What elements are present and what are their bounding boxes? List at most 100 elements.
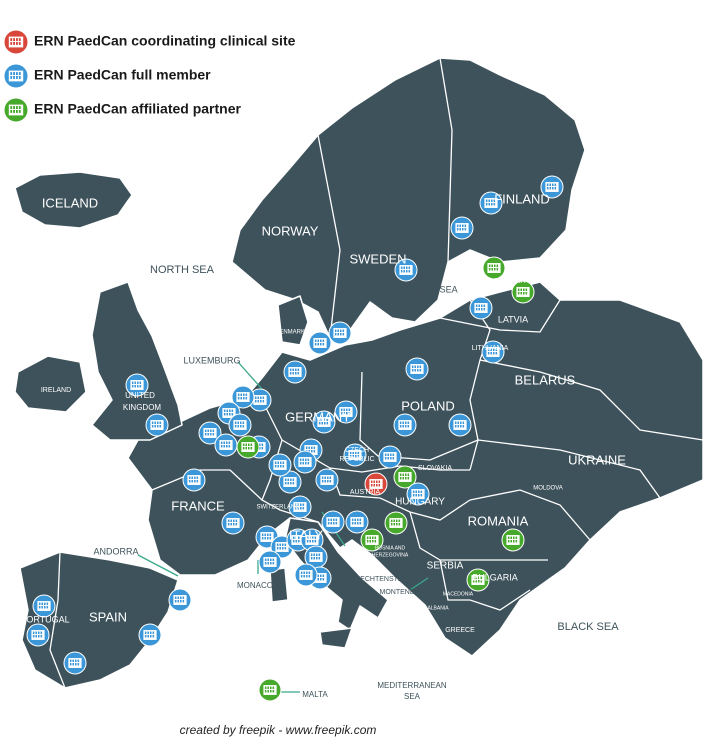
marker-window (314, 536, 317, 539)
marker-window (147, 631, 149, 634)
site-marker (228, 413, 252, 437)
marker-window (18, 42, 21, 45)
marker-window (240, 397, 242, 400)
marker-window (419, 365, 422, 368)
marker-window (329, 480, 332, 483)
marker-window (308, 450, 310, 453)
marker-window (312, 536, 314, 539)
country-label: REPUBLIC (339, 456, 374, 463)
marker-window (408, 266, 411, 269)
marker-window (157, 425, 159, 428)
site-marker (393, 465, 417, 489)
marker-window (18, 38, 21, 41)
site-marker (482, 256, 506, 280)
marker-window (314, 343, 317, 346)
marker-window (406, 270, 408, 273)
country-label: LITHUANIA (472, 345, 509, 352)
marker-window (18, 76, 21, 79)
marker-window (220, 445, 223, 448)
marker-window (415, 490, 417, 493)
marker-window (137, 381, 139, 384)
marker-window (454, 425, 457, 428)
marker-window (324, 418, 326, 421)
marker-window (378, 480, 381, 483)
marker-window (233, 523, 235, 526)
marker-window (475, 308, 478, 311)
marker-window (212, 429, 215, 432)
country-label: POLAND (401, 398, 454, 413)
sea-label: NORTH SEA (150, 264, 215, 276)
marker-window (257, 396, 259, 399)
marker-window (464, 228, 467, 231)
site-marker (378, 445, 402, 469)
marker-window (405, 473, 407, 476)
country-label: MOLDOVA (533, 486, 563, 492)
site-marker (394, 258, 418, 282)
marker-window (272, 558, 275, 561)
marker-window (457, 425, 459, 428)
marker-window (346, 408, 348, 411)
marker-window (393, 519, 395, 522)
marker-window (320, 578, 322, 581)
marker-window (333, 522, 335, 525)
marker-window (220, 441, 223, 444)
marker-window (242, 425, 245, 428)
marker-window (248, 447, 250, 450)
marker-window (330, 518, 332, 521)
marker-window (10, 42, 13, 45)
marker-window (300, 503, 302, 506)
marker-window (294, 507, 297, 510)
marker-window (510, 536, 512, 539)
marker-window (515, 536, 518, 539)
site-marker (300, 528, 324, 552)
marker-window (459, 228, 461, 231)
marker-window (134, 385, 136, 388)
marker-window (282, 543, 284, 546)
marker-window (390, 457, 392, 460)
marker-window (488, 264, 491, 267)
marker-window (374, 536, 377, 539)
marker-window (204, 433, 207, 436)
marker-window (311, 446, 313, 449)
marker-window (306, 536, 309, 539)
country-label: ALBANIA (427, 605, 449, 611)
marker-window (35, 631, 37, 634)
marker-window (311, 450, 313, 453)
marker-window (316, 557, 318, 560)
sardinia (269, 567, 289, 603)
marker-window (412, 494, 415, 497)
legend-label: ERN PaedCan affiliated partner (34, 101, 241, 117)
marker-window (462, 425, 465, 428)
marker-window (10, 38, 13, 41)
marker-window (16, 76, 18, 79)
marker-window (355, 451, 357, 454)
marker-window (13, 76, 15, 79)
marker-window (10, 72, 13, 75)
marker-window (407, 473, 410, 476)
marker-window (261, 443, 264, 446)
marker-window (75, 659, 77, 662)
marker-window (267, 690, 269, 693)
marker-window (513, 540, 515, 543)
marker-window (69, 659, 72, 662)
marker-window (369, 540, 371, 543)
marker-window (366, 540, 369, 543)
marker-window (188, 480, 191, 483)
site-marker (283, 360, 307, 384)
marker-window (245, 397, 248, 400)
marker-window (481, 308, 483, 311)
marker-window (242, 443, 245, 446)
country-label: BULGARIA (472, 572, 518, 582)
iberia (19, 551, 179, 689)
marker-window (157, 421, 159, 424)
marker-window (493, 199, 496, 202)
marker-window (472, 580, 475, 583)
marker-window (402, 473, 404, 476)
marker-window (398, 519, 401, 522)
marker-window (295, 372, 297, 375)
marker-window (245, 443, 247, 446)
marker-window (525, 288, 528, 291)
marker-window (152, 631, 155, 634)
marker-window (309, 536, 311, 539)
marker-window (272, 686, 275, 689)
